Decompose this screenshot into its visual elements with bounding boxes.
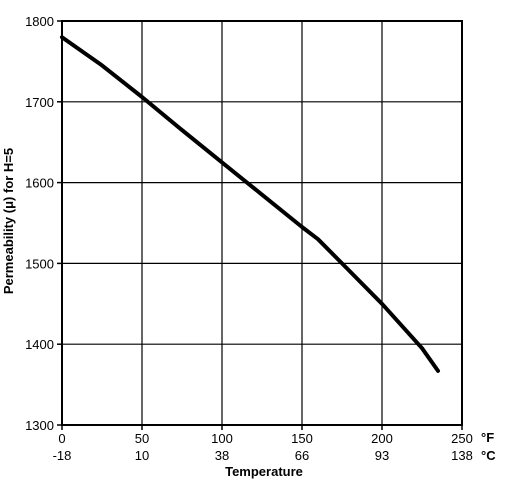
x-tick-label-celsius: 138 xyxy=(451,448,473,463)
x-tick-label-fahrenheit: 50 xyxy=(135,431,149,446)
y-tick-label: 1700 xyxy=(25,95,54,110)
y-tick-label: 1800 xyxy=(25,14,54,29)
y-tick-label: 1500 xyxy=(25,256,54,271)
x-tick-label-celsius: 93 xyxy=(375,448,389,463)
y-tick-label: 1300 xyxy=(25,418,54,433)
y-axis-ticks: 1300 1400 1500 1600 1700 1800 xyxy=(25,14,62,433)
x-tick-label-fahrenheit: 150 xyxy=(291,431,313,446)
x-tick-label-celsius: 66 xyxy=(295,448,309,463)
x-unit-fahrenheit: °F xyxy=(481,430,494,445)
plot-frame xyxy=(61,20,463,426)
x-unit-celsius: °C xyxy=(481,448,496,463)
y-axis-title: Permeability (μ) for H=5 xyxy=(1,148,16,294)
x-axis-ticks: 0 -18 50 10 100 38 150 66 200 93 250 138 xyxy=(53,425,473,463)
x-tick-label-celsius: 38 xyxy=(215,448,229,463)
y-tick-label: 1600 xyxy=(25,176,54,191)
x-tick-label-fahrenheit: 0 xyxy=(58,431,65,446)
x-tick-label-celsius: 10 xyxy=(135,448,149,463)
x-tick-label-fahrenheit: 200 xyxy=(371,431,393,446)
x-axis-title: Temperature xyxy=(225,464,303,479)
y-tick-label: 1400 xyxy=(25,337,54,352)
x-tick-label-fahrenheit: 250 xyxy=(451,431,473,446)
permeability-curve xyxy=(60,35,440,373)
x-tick-label-celsius: -18 xyxy=(53,448,72,463)
x-tick-label-fahrenheit: 100 xyxy=(211,431,233,446)
